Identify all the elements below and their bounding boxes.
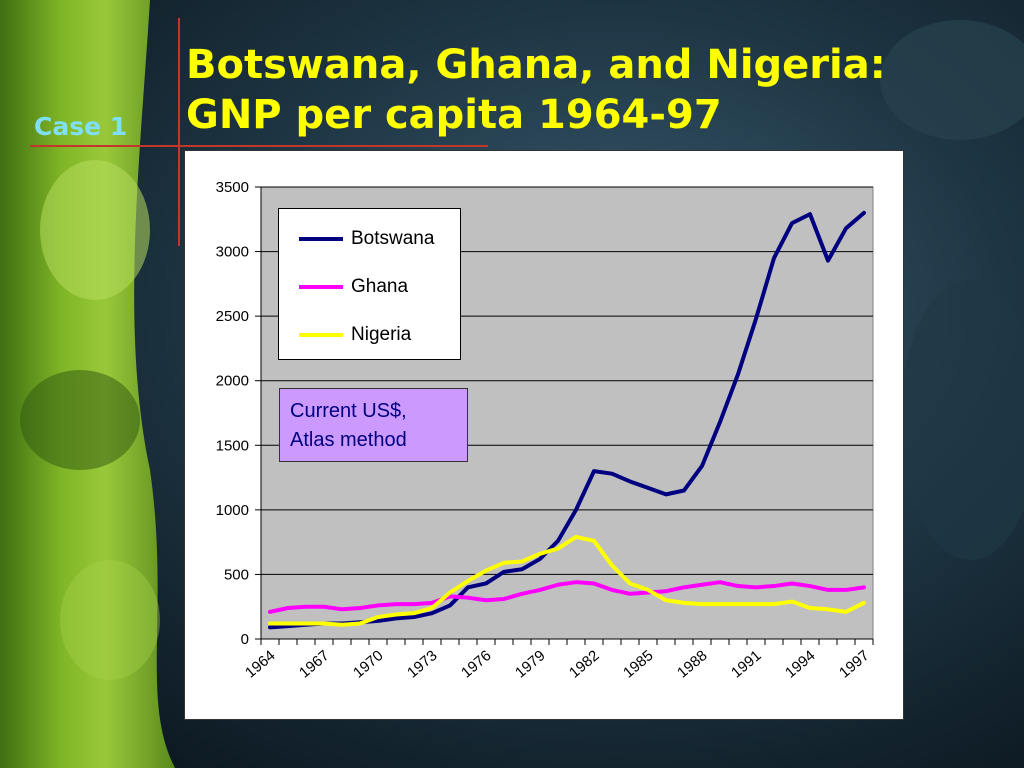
- x-tick-label: 1967: [296, 647, 332, 681]
- y-tick-label: 2000: [216, 373, 249, 390]
- units-note-line2: Atlas method: [290, 429, 407, 451]
- legend-item-ghana: Ghana: [299, 275, 459, 299]
- legend-swatch-botswana: [299, 237, 343, 241]
- legend-item-botswana: Botswana: [299, 227, 459, 251]
- x-tick-label: 1994: [782, 647, 818, 681]
- legend-swatch-ghana: [299, 285, 343, 289]
- x-tick-label: 1985: [620, 647, 656, 681]
- x-tick-label: 1976: [458, 647, 494, 681]
- legend-label-nigeria: Nigeria: [351, 324, 412, 345]
- legend-label-botswana: Botswana: [351, 228, 435, 249]
- x-tick-label: 1979: [512, 647, 548, 681]
- title-horizontal-rule: [30, 145, 488, 147]
- slide-title-line1: Botswana, Ghana, and Nigeria:: [186, 42, 886, 88]
- y-tick-label: 2500: [216, 308, 249, 325]
- legend-item-nigeria: Nigeria: [299, 323, 459, 347]
- x-tick-label: 1988: [674, 647, 710, 681]
- y-tick-label: 3500: [216, 179, 249, 196]
- x-tick-label: 1982: [566, 647, 602, 681]
- x-tick-label: 1973: [404, 647, 440, 681]
- units-note-line1: Current US$,: [290, 400, 407, 422]
- title-vertical-rule: [178, 18, 180, 246]
- y-tick-label: 1000: [216, 502, 249, 519]
- slide-title: Botswana, Ghana, and Nigeria: GNP per ca…: [186, 40, 986, 140]
- legend-swatch-nigeria: [299, 333, 343, 337]
- chart-panel: 0 500 1000 1500 2000 2500 3000 3500 1964 1967 1970…: [184, 150, 904, 720]
- y-tick-label: 3000: [216, 244, 249, 261]
- units-note: Current US$, Atlas method: [279, 388, 468, 462]
- x-tick-label: 1997: [836, 647, 872, 681]
- y-tick-label: 0: [241, 631, 249, 648]
- y-tick-label: 1500: [216, 437, 249, 454]
- chart-legend: Botswana Ghana Nigeria: [278, 208, 461, 360]
- x-tick-label: 1970: [350, 647, 386, 681]
- slide-title-line2: GNP per capita 1964-97: [186, 92, 722, 138]
- x-tick-label: 1964: [242, 647, 278, 681]
- series-line-ghana: [268, 580, 866, 614]
- series-line-nigeria: [268, 534, 866, 627]
- x-tick-label: 1991: [728, 647, 764, 681]
- y-tick-label: 500: [224, 566, 249, 583]
- case-label: Case 1: [34, 112, 128, 141]
- legend-label-ghana: Ghana: [351, 276, 409, 297]
